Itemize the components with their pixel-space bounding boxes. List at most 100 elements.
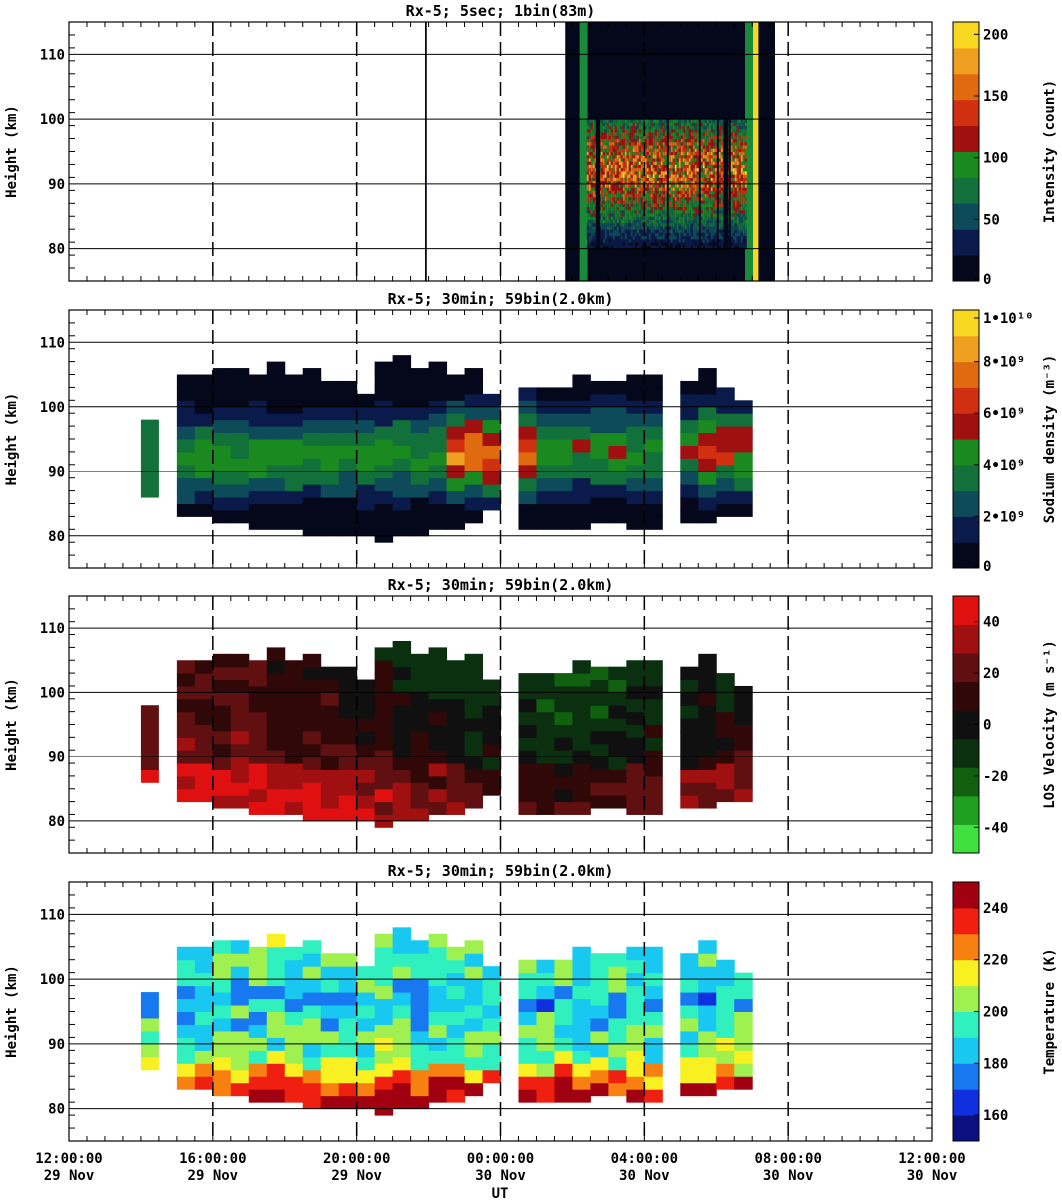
intensity-cell: [592, 238, 595, 243]
y-tick-label: 80: [48, 1102, 65, 1118]
intensity-cell: [622, 206, 625, 211]
intensity-cell: [690, 164, 693, 169]
intensity-cell: [630, 141, 633, 146]
data-cell: [608, 1043, 627, 1058]
intensity-cell: [662, 190, 665, 195]
intensity-cell: [742, 138, 745, 143]
data-cell: [320, 718, 340, 732]
intensity-cell: [652, 209, 655, 214]
data-cell: [392, 718, 412, 732]
data-cell: [392, 484, 412, 498]
data-cell: [446, 985, 466, 1000]
data-cell: [590, 666, 609, 681]
intensity-cell: [702, 161, 705, 165]
intensity-cell: [674, 242, 677, 246]
intensity-cell: [710, 138, 713, 143]
intensity-cell: [702, 206, 705, 211]
data-cell: [536, 737, 555, 751]
data-cell: [230, 953, 250, 967]
intensity-cell: [644, 151, 647, 156]
intensity-cell: [618, 216, 621, 220]
intensity-cell: [656, 170, 659, 175]
intensity-cell: [624, 161, 627, 165]
intensity-cell: [710, 128, 713, 133]
intensity-cell: [678, 235, 681, 240]
intensity-cell: [644, 209, 647, 214]
data-cell: [194, 985, 214, 1000]
data-cell: [698, 419, 717, 434]
intensity-cell: [702, 225, 705, 230]
data-cell: [464, 393, 484, 408]
intensity-cell: [602, 216, 605, 220]
intensity-cell: [664, 119, 667, 123]
intensity-cell: [720, 245, 723, 250]
intensity-cell: [616, 183, 619, 188]
intensity-cell: [662, 219, 665, 224]
data-cell: [410, 730, 430, 745]
data-cell: [176, 959, 196, 974]
intensity-cell: [718, 219, 721, 224]
colorbar-tick-label: 0: [983, 718, 991, 734]
data-cell: [608, 509, 627, 524]
intensity-cell: [634, 148, 637, 152]
colorbar-tick-label: 1•10¹⁰: [983, 311, 1034, 327]
intensity-cell: [610, 229, 613, 233]
intensity-cell: [660, 232, 663, 237]
intensity-cell: [588, 187, 591, 191]
intensity-cell: [744, 145, 747, 149]
intensity-cell: [602, 177, 605, 182]
data-cell: [572, 788, 591, 803]
data-cell: [374, 503, 394, 517]
data-cell: [248, 439, 268, 453]
data-cell: [266, 788, 286, 803]
data-cell: [302, 419, 322, 434]
intensity-cell: [590, 238, 593, 243]
data-cell: [302, 679, 322, 693]
intensity-cell: [656, 161, 659, 165]
intensity-cell: [620, 213, 623, 217]
intensity-cell: [720, 138, 723, 143]
intensity-cell: [664, 164, 667, 169]
intensity-cell: [680, 235, 683, 240]
data-cell: [338, 718, 358, 732]
intensity-cell: [734, 135, 737, 140]
intensity-cell: [650, 180, 653, 185]
data-cell: [338, 730, 358, 745]
intensity-cell: [730, 132, 733, 136]
intensity-cell: [654, 213, 657, 217]
data-cell: [338, 419, 358, 434]
intensity-cell: [630, 235, 633, 240]
intensity-cell: [630, 128, 633, 133]
data-cell: [230, 497, 250, 511]
intensity-cell: [740, 213, 743, 217]
intensity-cell: [628, 157, 631, 162]
data-cell: [428, 933, 448, 948]
intensity-cell: [632, 164, 635, 169]
intensity-cell: [622, 122, 625, 127]
intensity-cell: [604, 125, 607, 130]
data-cell: [212, 1056, 232, 1071]
intensity-cell: [622, 170, 625, 175]
intensity-cell: [590, 206, 593, 211]
data-cell: [392, 940, 412, 954]
intensity-cell: [702, 125, 705, 130]
intensity-cell: [606, 196, 609, 201]
intensity-cell: [662, 229, 665, 233]
intensity-cell: [742, 187, 745, 191]
intensity-cell: [744, 232, 747, 237]
data-cell: [410, 940, 430, 954]
intensity-cell: [646, 148, 649, 152]
data-cell: [626, 503, 645, 517]
data-cell: [644, 775, 663, 790]
intensity-cell: [634, 154, 637, 159]
intensity-cell: [656, 235, 659, 240]
intensity-cell: [700, 180, 703, 185]
intensity-cell: [704, 138, 707, 143]
intensity-cell: [714, 138, 717, 143]
colorbar-label: Intensity (count): [1042, 80, 1058, 223]
intensity-cell: [648, 141, 651, 146]
intensity-cell: [642, 135, 645, 140]
intensity-cell: [660, 225, 663, 230]
intensity-cell: [658, 177, 661, 182]
intensity-cell: [700, 125, 703, 130]
